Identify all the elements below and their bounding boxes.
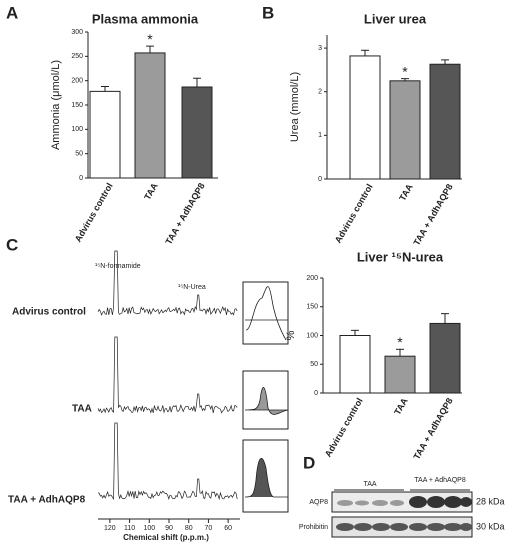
x-tick-label: Advirus control <box>323 396 365 459</box>
bar <box>339 335 371 394</box>
row-label: TAA <box>72 404 92 415</box>
y-tick-label: 250 <box>71 53 83 60</box>
inset <box>242 370 289 430</box>
inset-peak <box>244 458 288 498</box>
x-axis-label: Chemical shift (p.p.m.) <box>123 533 209 542</box>
bar <box>429 63 461 180</box>
x-tick-label: Advirus control <box>73 181 115 244</box>
annotation: * <box>147 31 153 47</box>
inset-peak <box>244 387 289 415</box>
row-label: AQP8 <box>309 499 328 506</box>
bar <box>181 86 213 179</box>
y-tick-label: 3 <box>318 45 322 52</box>
x-tick-label: 70 <box>205 525 213 532</box>
panel-letter: D <box>303 453 315 472</box>
bar <box>349 55 381 180</box>
peak-label: ¹⁵N-Urea <box>178 284 206 291</box>
spectrum-trace <box>97 336 238 414</box>
y-tick-label: 300 <box>71 29 83 36</box>
x-tick-label: 80 <box>185 525 193 532</box>
x-tick-label: TAA <box>397 182 415 203</box>
bar <box>89 90 121 179</box>
y-tick-label: 1 <box>318 132 322 139</box>
panel-letter: C <box>6 235 18 254</box>
x-tick-label: TAA + AdhAQP8 <box>411 182 454 247</box>
y-tick-label: 2 <box>318 89 322 96</box>
spectra-panel: ¹⁵N-formamide ¹⁵N-Urea Advirus control T… <box>8 250 289 542</box>
chart-title: Liver urea <box>364 11 427 26</box>
y-axis-label: Urea (mmol/L) <box>289 72 301 142</box>
row-label: Advirus control <box>12 307 86 318</box>
x-tick-label: TAA + AdhAQP8 <box>163 181 206 246</box>
spectrum-trace <box>97 250 238 316</box>
spectrum-trace <box>97 422 238 501</box>
size-label: 28 kDa <box>476 496 505 506</box>
x-tick-label: 120 <box>104 525 116 532</box>
x-tick-label: 60 <box>224 525 232 532</box>
inset <box>242 439 289 513</box>
x-tick-label: TAA <box>142 181 160 202</box>
x-tick-label: TAA <box>392 396 410 417</box>
y-tick-label: 0 <box>318 176 322 183</box>
x-tick-label: 110 <box>124 525 135 532</box>
row-label: TAA + AdhAQP8 <box>8 495 86 506</box>
bar <box>384 355 416 394</box>
x-tick-label: 90 <box>165 525 173 532</box>
size-label: 30 kDa <box>476 521 505 531</box>
x-tick-label: 100 <box>143 525 155 532</box>
peak-label: ¹⁵N-formamide <box>95 263 141 270</box>
bar <box>389 80 421 180</box>
inset-trace <box>245 286 288 341</box>
bar <box>134 52 166 179</box>
y-tick-label: 100 <box>306 332 318 339</box>
inset <box>242 281 289 345</box>
y-tick-label: 150 <box>71 102 83 109</box>
y-tick-label: 150 <box>306 304 318 311</box>
y-tick-label: 0 <box>79 175 83 182</box>
group-label: TAA <box>363 481 376 488</box>
bar <box>429 322 461 394</box>
annotation: * <box>397 334 403 350</box>
y-tick-label: 0 <box>314 390 318 397</box>
y-tick-label: 50 <box>75 151 83 158</box>
panel-letter: A <box>6 3 18 22</box>
x-tick-label: TAA + AdhAQP8 <box>411 396 454 461</box>
panel-letter: B <box>262 3 274 22</box>
x-tick-label: Advirus control <box>333 182 375 245</box>
y-tick-label: 50 <box>310 361 318 368</box>
y-axis-label: Ammonia (μmol/L) <box>50 60 62 150</box>
y-tick-label: 200 <box>306 275 318 282</box>
group-label: TAA + AdhAQP8 <box>414 477 466 484</box>
annotation: * <box>402 63 408 79</box>
row-label: Prohibitin <box>299 524 328 531</box>
y-axis-label: % <box>285 330 297 340</box>
chart-title: Liver ¹⁵N-urea <box>357 249 444 264</box>
y-tick-label: 200 <box>71 78 83 85</box>
chart-title: Plasma ammonia <box>92 11 199 26</box>
y-tick-label: 100 <box>71 126 83 133</box>
western-blot: TAA TAA + AdhAQP8 AQP8 Prohibitin 28 kDa… <box>299 477 505 538</box>
